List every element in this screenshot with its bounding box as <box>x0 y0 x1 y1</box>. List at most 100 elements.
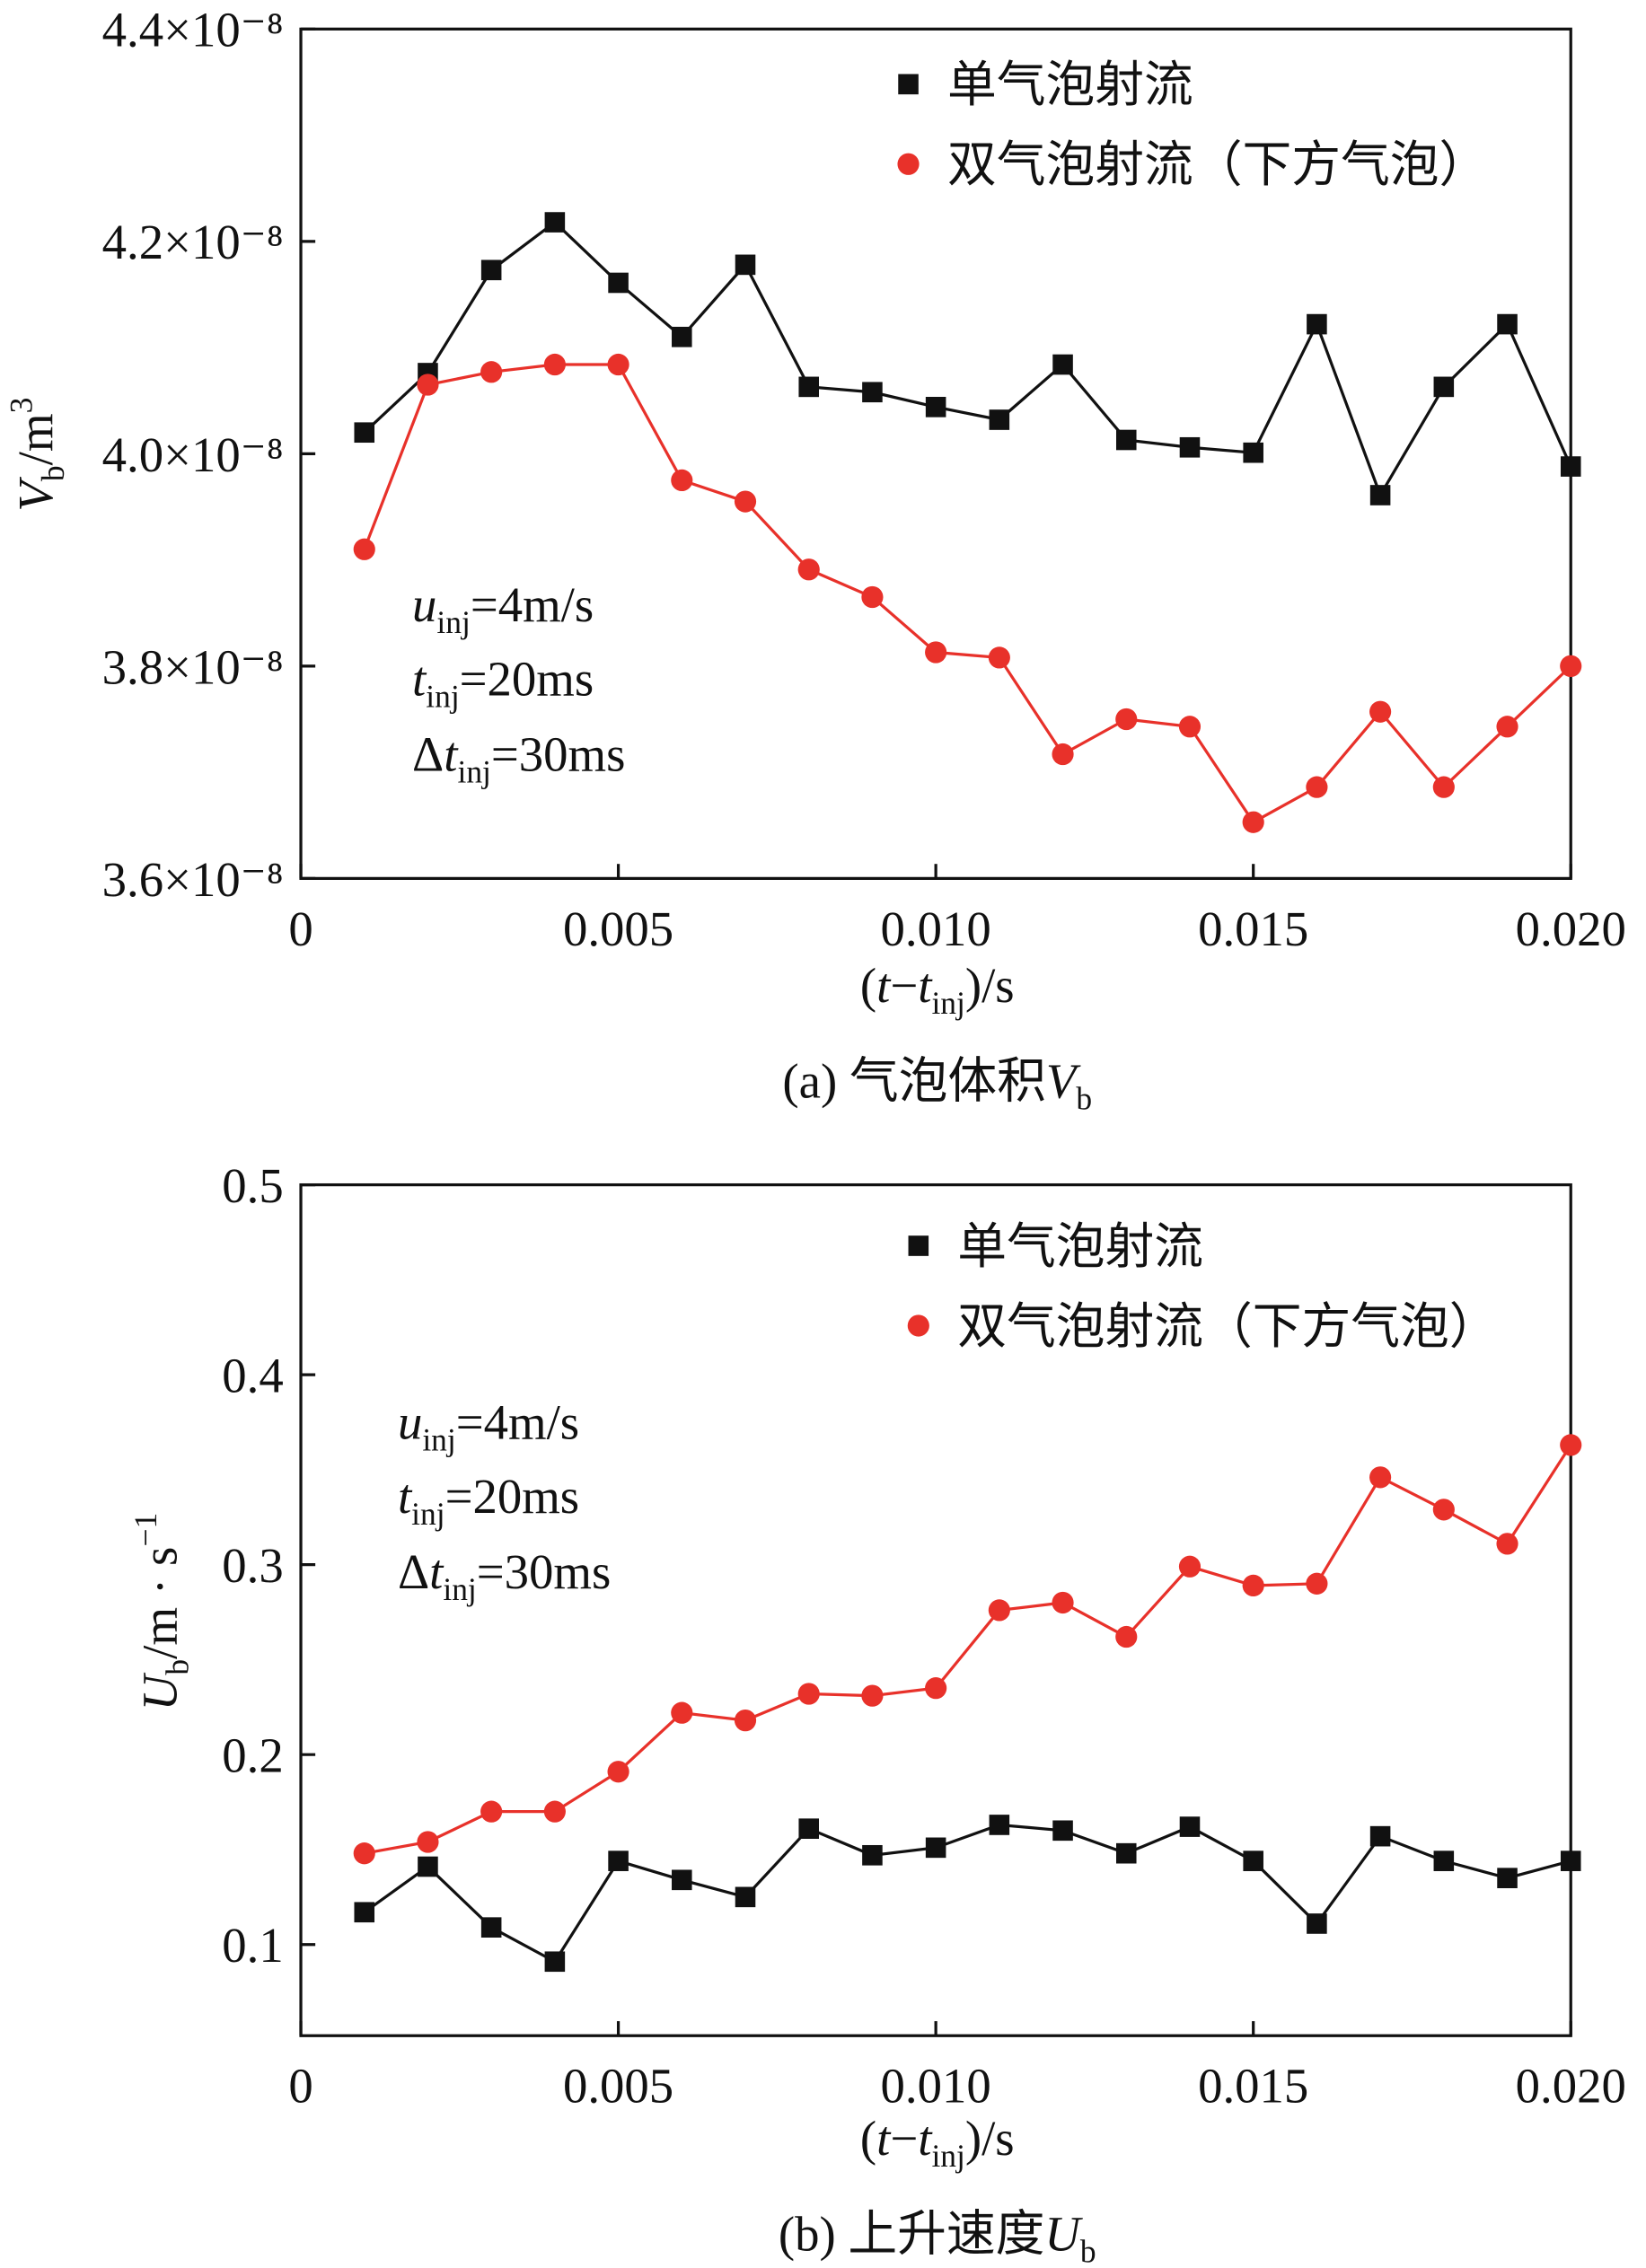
data-point <box>1179 436 1201 458</box>
annotation-part: inj <box>426 678 459 714</box>
annotation-part: u <box>412 577 436 632</box>
x-tick-label: 0 <box>288 901 312 956</box>
annotation: uinj=4m/s <box>398 1395 579 1458</box>
data-point <box>925 1837 946 1859</box>
x-tick-label: 0.015 <box>1198 901 1308 956</box>
label-part: inj <box>931 2138 964 2174</box>
data-point <box>480 1917 502 1938</box>
data-point <box>1369 1466 1392 1489</box>
label-part: V <box>8 477 63 512</box>
data-point <box>1432 1499 1455 1521</box>
data-point <box>1115 429 1137 451</box>
data-point <box>1115 1842 1137 1864</box>
annotation-part: =20ms <box>445 1469 580 1524</box>
data-point <box>988 1599 1010 1622</box>
y-tick-label: 4.0×10⁻⁸ <box>102 427 284 482</box>
data-point <box>1496 1533 1518 1555</box>
legend-marker <box>897 153 920 175</box>
y-tick-label: 0.1 <box>222 1918 283 1973</box>
label-part: )/s <box>965 2111 1015 2166</box>
series-line <box>363 220 1572 499</box>
annotation-part: inj <box>411 1496 445 1532</box>
data-point <box>671 1701 693 1724</box>
data-point <box>607 1761 629 1783</box>
data-point <box>797 558 820 581</box>
data-point <box>989 1815 1010 1835</box>
data-point <box>1433 1850 1455 1871</box>
annotation: uinj=4m/s <box>412 577 594 640</box>
data-point <box>543 353 566 376</box>
x-tick-label: 0.005 <box>563 901 673 956</box>
label-part: b <box>159 1659 195 1675</box>
annotation-part: =30ms <box>491 727 626 782</box>
data-point <box>1178 1555 1201 1578</box>
data-point <box>1243 1850 1263 1871</box>
series-line <box>364 1444 1572 1855</box>
data-point <box>480 1800 503 1823</box>
caption-part: b <box>1080 2233 1096 2268</box>
legend-marker <box>907 1314 929 1337</box>
data-point <box>1178 716 1201 738</box>
label-part: −1 <box>128 1513 163 1547</box>
x-tick-label: 0 <box>288 2059 312 2114</box>
label-part: b <box>35 465 71 481</box>
data-point <box>988 646 1010 669</box>
label-part: U <box>133 1672 188 1710</box>
data-point <box>1052 1591 1074 1614</box>
data-point <box>862 1844 883 1866</box>
y-tick-label: 0.3 <box>222 1538 283 1593</box>
y-tick-label: 0.2 <box>222 1727 283 1782</box>
x-axis-label: (t−tinj)/s <box>860 2111 1015 2174</box>
x-tick-label: 0.010 <box>881 2059 991 2114</box>
label-part: 3 <box>3 398 39 414</box>
annotation-part: inj <box>436 604 470 640</box>
annotation-part: inj <box>422 1421 455 1457</box>
data-point <box>1369 485 1391 505</box>
annotation-part: =20ms <box>460 652 594 707</box>
data-point <box>1115 1625 1138 1648</box>
label-part: /m <box>8 413 63 465</box>
x-tick-label: 0.020 <box>1516 2059 1626 2114</box>
legend-label: 双气泡射流（下方气泡） <box>947 136 1488 193</box>
data-point <box>1560 1434 1582 1456</box>
data-point <box>925 397 946 418</box>
data-point <box>672 326 692 347</box>
data-point <box>354 422 375 444</box>
data-point <box>544 1951 566 1973</box>
legend-marker <box>908 1235 929 1256</box>
annotation-part: =30ms <box>477 1544 612 1599</box>
data-point <box>734 1709 757 1732</box>
data-point <box>1179 1816 1201 1837</box>
y-tick-label: 0.5 <box>222 1158 283 1213</box>
data-point <box>735 254 756 276</box>
annotation-part: inj <box>443 1571 476 1607</box>
data-point <box>1369 1825 1391 1847</box>
series-line <box>363 1823 1571 1964</box>
data-point <box>1560 456 1581 477</box>
data-point <box>1432 776 1455 798</box>
annotation-part: Δ <box>412 727 444 782</box>
data-point <box>861 1684 884 1707</box>
y-tick-label: 4.2×10⁻⁸ <box>102 215 284 269</box>
data-point <box>989 409 1010 430</box>
label-part: − <box>890 2111 918 2166</box>
caption: (a) 气泡体积Vb <box>782 1053 1092 1116</box>
annotation-part: inj <box>457 754 490 790</box>
annotation-part: t <box>398 1469 413 1524</box>
data-point <box>1369 700 1392 723</box>
data-point <box>544 212 566 233</box>
legend-label: 单气泡射流 <box>947 56 1193 113</box>
data-point <box>1497 1868 1518 1889</box>
label-part: ( <box>860 2111 876 2166</box>
data-point <box>543 1800 566 1823</box>
data-point <box>735 1886 756 1908</box>
data-point <box>1307 1913 1327 1934</box>
label-part: t <box>918 958 933 1013</box>
y-axis-label: Ub/m · s−1 <box>128 1513 195 1711</box>
data-point <box>1433 376 1455 398</box>
data-point <box>1242 811 1264 833</box>
y-tick-label: 3.6×10⁻⁸ <box>102 852 284 907</box>
annotation-part: u <box>398 1395 422 1450</box>
data-point <box>1052 743 1074 766</box>
